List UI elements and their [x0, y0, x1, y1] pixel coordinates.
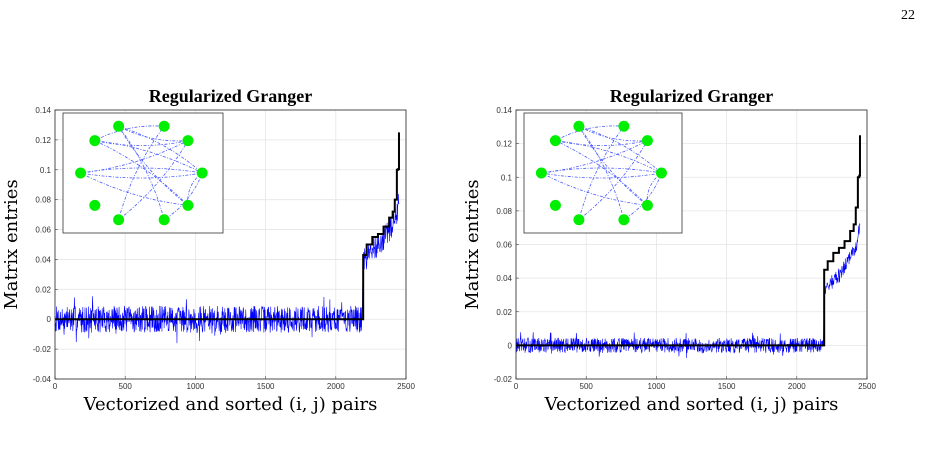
- inset-node: [158, 120, 170, 132]
- inset-edge: [94, 125, 165, 141]
- inset-edge: [578, 126, 625, 220]
- inset-edge: [555, 140, 648, 146]
- inset-edge: [555, 140, 662, 174]
- inset-node: [196, 167, 208, 179]
- inset-node: [158, 214, 170, 226]
- chart-panel-1: 0 500 1000 1500 2000 2500 -0.04 -0.02 0 0.02 0.04 0…: [1, 86, 415, 415]
- inset-edge: [578, 125, 648, 142]
- inset-node: [113, 214, 125, 226]
- inset-edge: [578, 126, 625, 220]
- y-axis-label: Matrix entries: [1, 179, 22, 309]
- inset-node: [618, 214, 630, 226]
- y-tick-label: 0.12: [35, 136, 51, 145]
- x-axis-label: Vectorized and sorted (i, j) pairs: [544, 394, 839, 415]
- x-tick-label: 1500: [718, 382, 736, 391]
- inset-edge: [80, 167, 203, 174]
- inset-node: [573, 214, 585, 226]
- x-tick-label: 500: [580, 382, 594, 391]
- y-tick-label: 0.06: [35, 226, 51, 235]
- inset-edge: [578, 125, 662, 174]
- y-tick-label: 0.08: [35, 196, 51, 205]
- inset-node: [655, 167, 667, 179]
- axes-box: [54, 109, 407, 380]
- inset-box: [523, 112, 683, 234]
- inset-edge: [541, 172, 648, 206]
- y-tick-label: 0: [508, 341, 513, 350]
- inset-node: [641, 199, 653, 211]
- x-tick-label: 2000: [788, 382, 806, 391]
- series-estimated: [54, 193, 400, 344]
- inset-edge: [80, 172, 189, 206]
- y-tick-label: -0.02: [33, 345, 52, 354]
- inset-node: [75, 167, 87, 179]
- y-tick-label: -0.02: [494, 375, 513, 384]
- inset-edge: [187, 172, 203, 206]
- inset-edge: [555, 140, 648, 206]
- y-tick-label: 0.02: [35, 285, 51, 294]
- series-estimated: [515, 223, 861, 358]
- y-tick-label: 0.08: [496, 207, 512, 216]
- inset-node: [89, 199, 101, 211]
- y-tick-label: 0.06: [496, 241, 512, 250]
- x-tick-label: 0: [53, 382, 58, 391]
- inset-edge: [80, 172, 203, 179]
- y-tick-label: -0.04: [33, 375, 52, 384]
- y-tick-label: 0.02: [496, 308, 512, 317]
- x-tick-label: 500: [119, 382, 133, 391]
- inset-edge: [541, 167, 662, 174]
- x-tick-label: 1500: [257, 382, 275, 391]
- inset-node: [618, 120, 630, 132]
- chart-title: Regularized Granger: [149, 86, 312, 106]
- y-tick-label: 0.04: [35, 255, 51, 264]
- inset-node: [182, 199, 194, 211]
- y-tick-label: 0.04: [496, 274, 512, 283]
- x-tick-label: 1000: [187, 382, 205, 391]
- x-axis-label: Vectorized and sorted (i, j) pairs: [83, 394, 378, 415]
- page-number: 22: [901, 8, 915, 23]
- series-ground-truth: [516, 135, 861, 347]
- y-tick-label: 0.1: [501, 173, 513, 182]
- axes-box: [515, 109, 868, 380]
- y-tick-label: 0.14: [35, 106, 51, 115]
- inset-edge: [118, 126, 165, 220]
- inset-edge: [94, 140, 203, 174]
- inset-node: [573, 120, 585, 132]
- inset-node: [549, 135, 561, 147]
- y-tick-label: 0.12: [496, 140, 512, 149]
- inset-edge: [94, 140, 189, 146]
- y-axis-label: Matrix entries: [462, 179, 483, 309]
- inset-box: [62, 112, 224, 234]
- inset-node: [113, 120, 125, 132]
- y-tick-label: 0: [47, 315, 52, 324]
- inset-edge: [94, 140, 189, 206]
- y-tick-label: 0.1: [40, 166, 52, 175]
- inset-edge: [118, 125, 203, 174]
- inset-edge: [555, 125, 624, 141]
- inset-node: [549, 199, 561, 211]
- inset-node: [89, 135, 101, 147]
- y-tick-label: 0.14: [496, 106, 512, 115]
- inset-edge: [541, 172, 662, 179]
- inset-node: [641, 135, 653, 147]
- chart-panel-2: 0 500 1000 1500 2000 2500-0.0200.020.040.060.…: [462, 86, 876, 415]
- inset-node: [535, 167, 547, 179]
- chart-title: Regularized Granger: [610, 86, 773, 106]
- x-tick-label: 1000: [648, 382, 666, 391]
- x-tick-label: 2500: [858, 382, 876, 391]
- inset-edge: [118, 125, 189, 142]
- x-tick-label: 0: [514, 382, 519, 391]
- x-tick-label: 2500: [397, 382, 415, 391]
- inset-node: [182, 135, 194, 147]
- inset-edge: [646, 172, 662, 206]
- inset-edge: [118, 126, 165, 220]
- series-ground-truth: [55, 132, 400, 321]
- x-tick-label: 2000: [327, 382, 345, 391]
